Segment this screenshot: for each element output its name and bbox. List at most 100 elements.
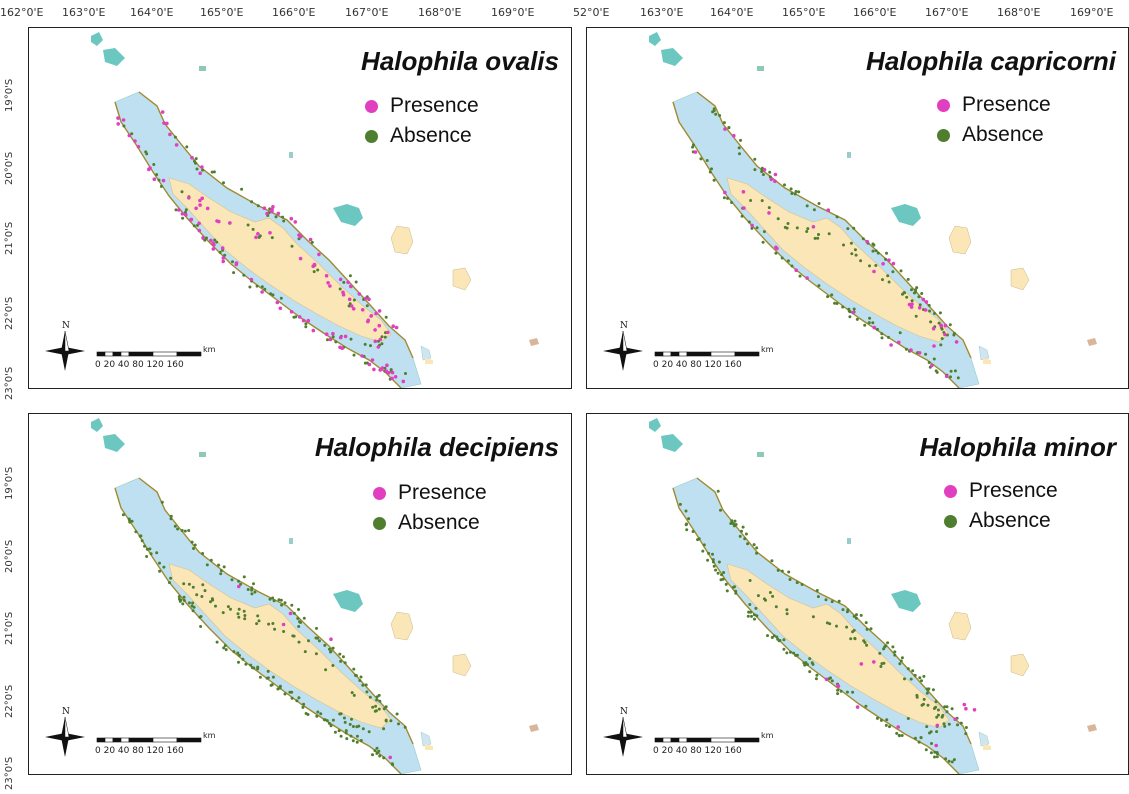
presence-point: [972, 708, 977, 712]
scale-bar: km 0 20 40 80 120 160: [653, 731, 774, 756]
absence-point: [210, 170, 214, 174]
absence-point: [743, 537, 747, 541]
absence-point: [348, 274, 352, 278]
islet: [661, 48, 683, 66]
absence-point: [940, 715, 944, 719]
absence-point: [841, 305, 845, 309]
scale-ticks: 0 20 40 80 120 160: [95, 360, 184, 370]
absence-point: [731, 522, 735, 526]
presence-point: [369, 314, 374, 318]
presence-point: [254, 235, 258, 240]
presence-point: [160, 110, 165, 114]
absence-point: [783, 183, 786, 187]
absence-point: [384, 718, 388, 722]
absence-point: [853, 248, 857, 252]
absence-point: [749, 610, 753, 614]
absence-point: [248, 285, 252, 289]
absence-point: [855, 613, 858, 617]
absence-point: [849, 241, 853, 245]
presence-point: [184, 213, 188, 217]
absence-point: [268, 597, 272, 601]
absence-point: [753, 157, 757, 161]
islet: [289, 538, 293, 544]
presence-point: [317, 252, 321, 257]
presence-point: [836, 683, 840, 688]
lon-tick-label: 167°0'E: [345, 6, 389, 19]
absence-point: [182, 595, 186, 599]
absence-point: [928, 731, 931, 735]
absence-point: [851, 690, 855, 694]
absence-point: [705, 159, 709, 162]
presence-point: [889, 343, 893, 347]
absence-point: [867, 321, 871, 325]
presence-point: [162, 121, 166, 125]
presence-point: [385, 363, 389, 368]
absence-point: [929, 751, 933, 755]
presence-point: [855, 705, 860, 709]
absence-point: [236, 612, 240, 616]
islet: [1087, 338, 1097, 346]
absence-point: [331, 335, 335, 339]
absence-point: [880, 332, 884, 336]
presence-point: [148, 166, 152, 170]
absence-point: [886, 274, 890, 278]
lat-tick-label: 20°0'S: [4, 539, 15, 573]
absence-point: [322, 718, 326, 722]
absence-point: [339, 734, 343, 738]
absence-point: [173, 524, 177, 528]
absence-point: [920, 292, 924, 295]
absence-point: [825, 621, 829, 625]
absence-point: [266, 669, 270, 673]
absence-point: [752, 613, 756, 617]
absence-point: [181, 216, 185, 220]
presence-point: [338, 335, 343, 340]
absence-point: [246, 223, 250, 227]
absence-point: [349, 337, 353, 341]
absence-point: [371, 705, 375, 709]
absence-point: [237, 615, 241, 619]
absence-point: [738, 534, 742, 538]
absence-point: [813, 236, 817, 240]
islet: [757, 452, 764, 457]
absence-point: [864, 621, 868, 625]
absence-point: [959, 721, 963, 725]
presence-point: [366, 319, 370, 324]
absence-point: [722, 121, 726, 125]
lat-tick-label: 19°0'S: [4, 78, 15, 112]
absence-point: [740, 214, 744, 218]
absence-point: [901, 292, 904, 296]
presence-point: [212, 243, 216, 247]
absence-point: [726, 196, 730, 200]
absence-point: [237, 607, 241, 611]
absence-point: [338, 287, 342, 291]
absence-point: [218, 250, 222, 254]
absence-point: [876, 251, 880, 255]
absence-point: [295, 699, 299, 703]
absence-point: [918, 303, 922, 307]
grande-terre-land: [726, 563, 950, 729]
absence-point: [949, 375, 952, 379]
absence-point: [250, 586, 254, 590]
lifou-island: [948, 225, 972, 255]
absence-point: [722, 196, 726, 200]
absence-point: [927, 361, 931, 364]
absence-point: [277, 598, 281, 602]
absence-point: [185, 145, 189, 149]
absence-point: [290, 603, 294, 607]
absence-point: [920, 679, 923, 683]
absence-point: [836, 688, 840, 692]
absence-point: [350, 717, 353, 721]
absence-point: [128, 520, 132, 524]
presence-point: [328, 337, 333, 342]
absence-point: [891, 645, 895, 649]
absence-point: [865, 643, 869, 647]
presence-point: [917, 351, 922, 355]
absence-point: [859, 259, 863, 263]
absence-point: [371, 753, 374, 757]
absence-point: [219, 569, 223, 573]
lon-tick-label: 164°0'E: [130, 6, 174, 19]
absence-point: [249, 663, 253, 667]
absence-point: [251, 227, 255, 231]
map-canvas: Nkm 0 20 40 80 120 160: [603, 418, 1097, 774]
absence-point: [310, 240, 314, 244]
